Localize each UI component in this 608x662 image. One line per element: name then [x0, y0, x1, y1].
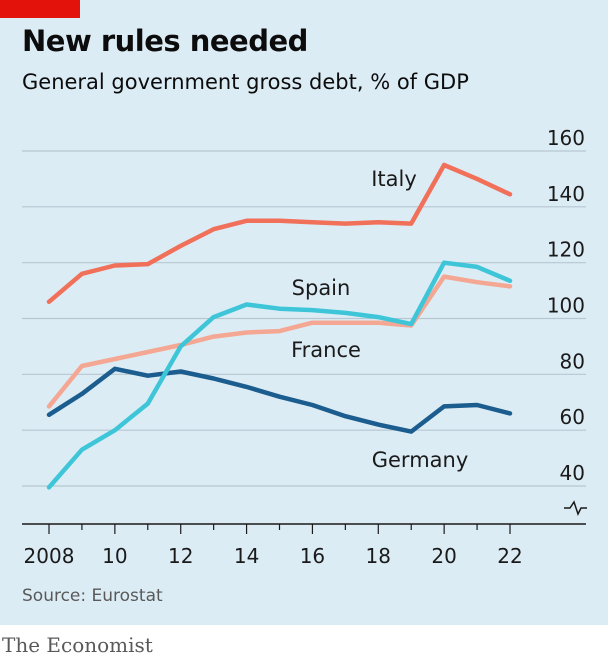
series-label-france: France [291, 338, 361, 362]
x-axis: 2008 10 12 14 16 18 20 22 [22, 523, 586, 568]
publisher-logo: The Economist [2, 633, 153, 657]
line-chart: 40 60 80 100 120 140 160 2008 10 12 14 16 18 20 22 It… [22, 126, 587, 568]
x-tick-label: 2008 [24, 544, 75, 568]
series-line-germany [46, 366, 513, 434]
gridlines: 40 60 80 100 120 140 160 [22, 126, 587, 516]
y-tick-label: 40 [560, 461, 585, 485]
y-tick-label: 100 [547, 294, 585, 318]
x-tick-label: 20 [431, 544, 456, 568]
x-tick-label: 12 [168, 544, 193, 568]
y-tick-label: 80 [560, 349, 585, 373]
series-line-france [46, 274, 513, 409]
axis-break-icon [564, 500, 587, 516]
series-label-spain: Spain [292, 276, 351, 300]
x-tick-label: 22 [497, 544, 522, 568]
y-tick-label: 140 [547, 182, 585, 206]
x-tick-label: 18 [366, 544, 391, 568]
chart-subtitle: General government gross debt, % of GDP [22, 70, 469, 94]
x-tick-label: 14 [234, 544, 259, 568]
series-label-italy: Italy [371, 167, 417, 191]
x-tick-label: 16 [300, 544, 325, 568]
series-lines [46, 162, 513, 490]
chart-panel [0, 0, 608, 625]
x-tick-label: 10 [102, 544, 127, 568]
series-labels: Italy Spain France Germany [291, 167, 468, 472]
y-tick-label: 120 [547, 238, 585, 262]
y-tick-label: 160 [547, 126, 585, 150]
y-tick-label: 60 [560, 405, 585, 429]
series-label-germany: Germany [372, 448, 469, 472]
chart-title: New rules needed [22, 24, 308, 58]
series-line-spain [46, 260, 513, 490]
series-line-italy [46, 162, 513, 305]
source-note: Source: Eurostat [22, 586, 163, 606]
brand-red-tag [0, 0, 80, 18]
